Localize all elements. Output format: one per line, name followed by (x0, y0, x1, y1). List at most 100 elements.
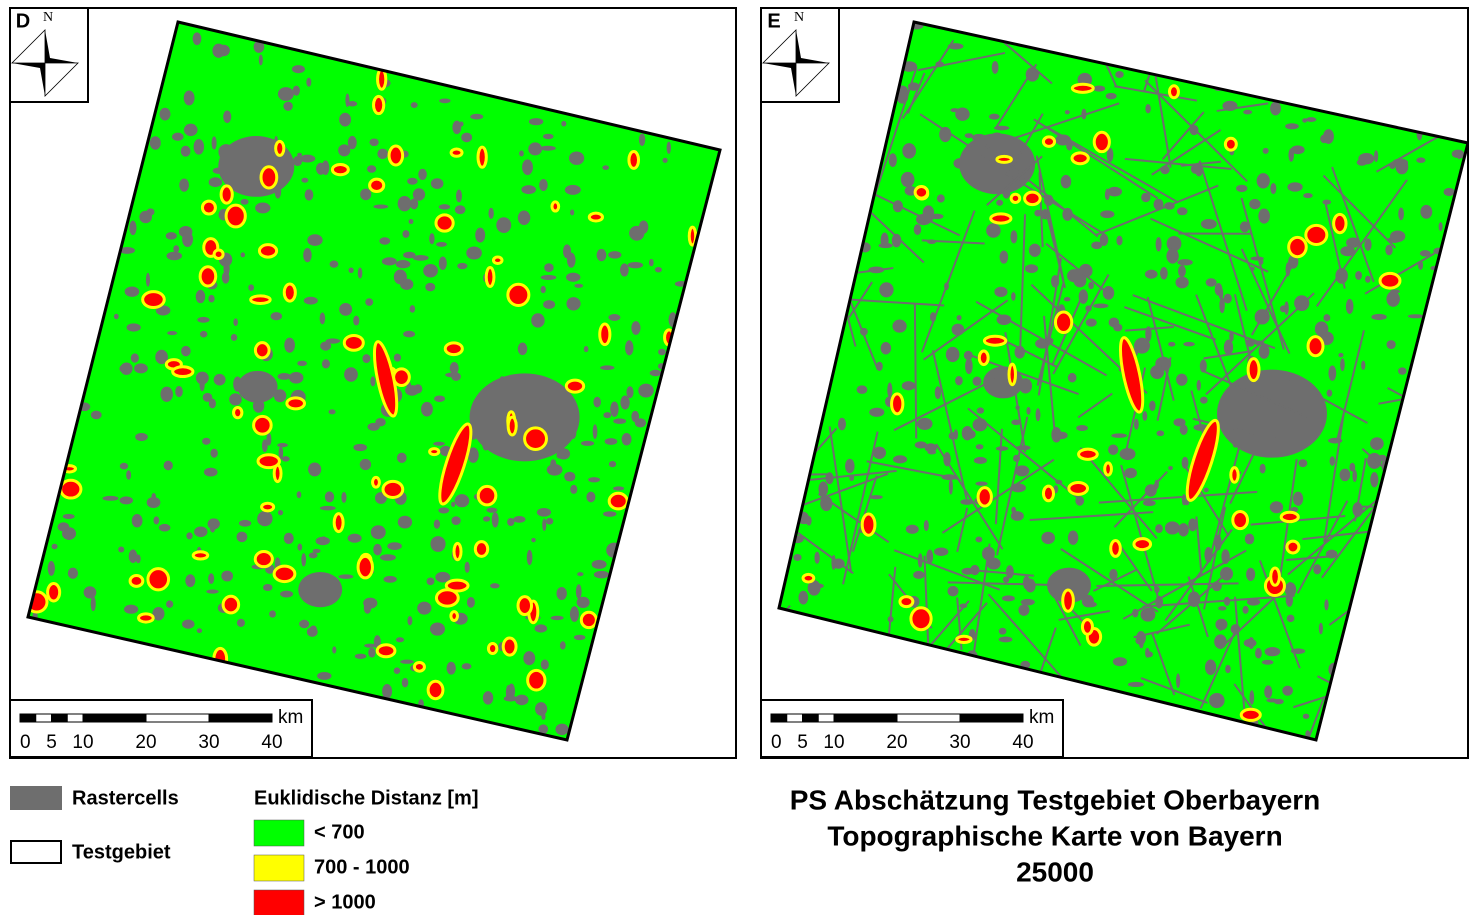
legend-swatch (254, 820, 304, 846)
raster-cells (1328, 366, 1336, 381)
raster-cells (1298, 459, 1307, 467)
raster-cells (1416, 157, 1425, 163)
scale-label: 5 (46, 732, 57, 753)
raster-cells (181, 346, 191, 356)
raster-cells (650, 370, 662, 376)
raster-cells (208, 295, 214, 303)
raster-cells (139, 211, 152, 223)
raster-cells (200, 331, 207, 338)
raster-cells (1160, 267, 1168, 280)
raster-cells (297, 361, 307, 366)
raster-cells (280, 591, 293, 598)
scale-label: 20 (135, 732, 156, 753)
title-line: Topographische Karte von Bayern (827, 820, 1282, 851)
raster-cells (204, 468, 218, 477)
raster-cells (434, 395, 445, 402)
raster-cells (364, 602, 371, 614)
raster-cells (293, 86, 300, 96)
raster-cells (153, 516, 159, 524)
distance-spot (414, 662, 424, 671)
raster-cells (1165, 521, 1180, 534)
raster-cells (126, 470, 131, 479)
raster-cells (320, 312, 326, 324)
raster-cells (1113, 657, 1127, 666)
raster-cells (527, 550, 533, 565)
raster-cells (173, 245, 179, 252)
raster-cells (1176, 673, 1180, 688)
raster-cells (436, 242, 447, 247)
distance-spot (193, 552, 207, 559)
distance-spot (383, 481, 403, 497)
raster-cells (1168, 466, 1173, 470)
raster-cells (1287, 182, 1302, 191)
raster-cells (1249, 199, 1260, 209)
distance-spot (445, 343, 462, 355)
raster-cells (263, 584, 273, 591)
raster-cells (977, 407, 984, 413)
raster-cells (52, 544, 58, 549)
raster-cells (798, 591, 808, 605)
raster-cells (566, 273, 580, 282)
raster-cells (182, 620, 195, 629)
distance-spot (1025, 192, 1041, 204)
raster-cells (451, 502, 455, 507)
raster-cells (375, 418, 386, 426)
raster-cells (431, 178, 444, 189)
raster-cells (577, 597, 590, 608)
raster-cells (1177, 207, 1188, 215)
raster-cells (593, 424, 598, 438)
raster-cells (901, 172, 915, 187)
distance-spot (1134, 539, 1151, 550)
raster-cells (202, 438, 210, 445)
raster-cells (1245, 534, 1254, 545)
distance-spot (451, 612, 458, 621)
raster-cells (166, 252, 182, 261)
raster-cells (370, 376, 375, 386)
raster-cells (299, 620, 309, 628)
raster-cells (1041, 532, 1055, 544)
raster-cells (322, 160, 329, 175)
raster-cells (588, 477, 600, 482)
raster-cells (1225, 665, 1231, 673)
raster-cells (577, 572, 583, 576)
raster-cells (1076, 425, 1088, 431)
raster-cells (1173, 418, 1185, 426)
raster-cells (1370, 472, 1378, 487)
raster-cells (518, 210, 530, 225)
distance-spot (1111, 541, 1121, 557)
raster-cells (1282, 686, 1293, 696)
scale-label: 40 (261, 732, 282, 753)
raster-cells (326, 338, 340, 343)
raster-cells (551, 616, 564, 620)
distance-spot (478, 147, 486, 167)
raster-cells (1206, 278, 1217, 286)
raster-cells (1444, 188, 1455, 196)
raster-cells (237, 619, 245, 627)
distance-spot (358, 556, 372, 578)
raster-cells (166, 600, 173, 607)
raster-cells (218, 45, 230, 56)
raster-cells (402, 678, 409, 687)
raster-cells (164, 461, 173, 471)
raster-cells (902, 143, 916, 159)
raster-cells (1205, 660, 1216, 676)
raster-cells (1398, 207, 1404, 220)
raster-cells (403, 331, 415, 338)
raster-cells (146, 273, 150, 287)
raster-cells (1018, 604, 1029, 616)
raster-cells (602, 165, 609, 170)
distance-spot (223, 596, 239, 613)
distance-spot (173, 367, 193, 377)
raster-cells (181, 146, 191, 157)
raster-cells (283, 102, 292, 111)
raster-cells (373, 204, 388, 208)
raster-cells (436, 539, 440, 544)
raster-cells (229, 393, 242, 405)
raster-cells (508, 683, 515, 698)
raster-cells (560, 641, 566, 649)
distance-spot (254, 416, 272, 434)
raster-cells (1285, 123, 1299, 129)
raster-cells (297, 491, 302, 498)
raster-cells (613, 486, 624, 490)
distance-spot (373, 477, 380, 487)
